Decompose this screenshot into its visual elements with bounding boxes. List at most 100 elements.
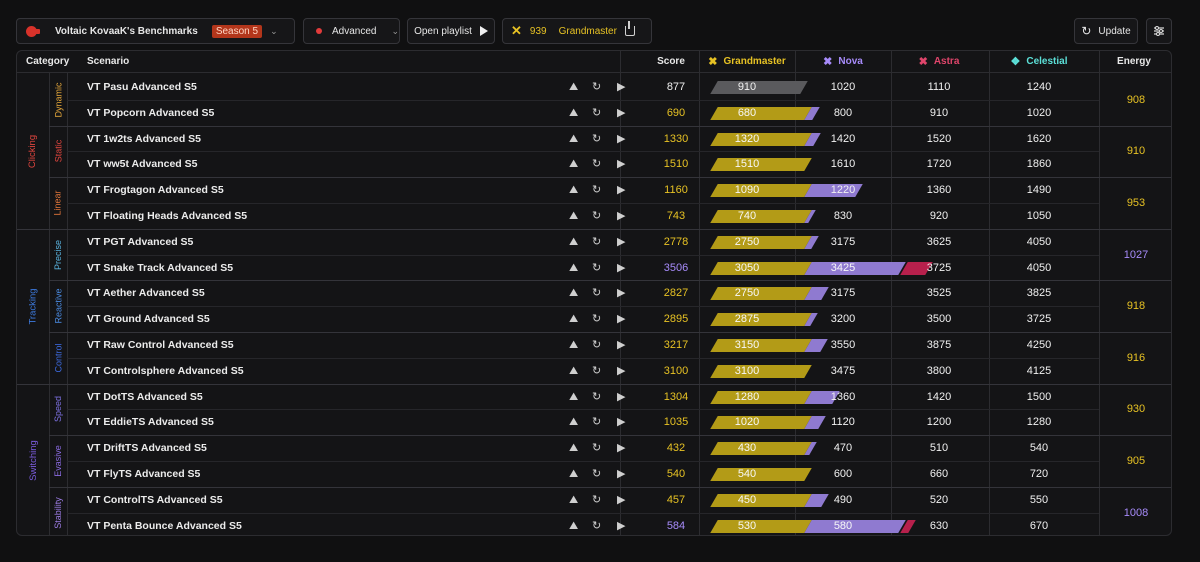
threshold-celestial: 1020 — [1026, 106, 1052, 119]
play-icon[interactable]: ▶ — [617, 261, 626, 274]
play-icon[interactable]: ▶ — [617, 493, 626, 506]
mountain-icon[interactable]: ⛰ — [569, 313, 579, 326]
play-icon[interactable]: ▶ — [617, 313, 626, 326]
rank-summary: ✕ 939 Grandmaster — [502, 18, 652, 44]
settings-button[interactable] — [1146, 18, 1172, 44]
play-icon[interactable]: ▶ — [617, 184, 626, 197]
threshold-astra: 660 — [929, 468, 949, 480]
play-icon[interactable]: ▶ — [617, 519, 626, 532]
mountain-icon[interactable]: ⛰ — [569, 364, 579, 377]
mountain-icon[interactable]: ⛰ — [569, 158, 579, 171]
play-icon[interactable]: ▶ — [617, 364, 626, 377]
score-value: 3100 — [663, 364, 689, 377]
replay-icon[interactable]: ↻ — [592, 313, 602, 326]
update-button[interactable]: ↻ Update — [1074, 18, 1138, 44]
play-icon[interactable]: ▶ — [617, 210, 626, 222]
replay-icon[interactable]: ↻ — [592, 339, 602, 351]
replay-icon[interactable]: ↻ — [592, 235, 602, 248]
mountain-icon[interactable]: ⛰ — [569, 339, 579, 351]
mountain-icon[interactable]: ⛰ — [569, 416, 579, 429]
replay-icon[interactable]: ↻ — [592, 184, 602, 197]
replay-icon[interactable]: ↻ — [592, 468, 602, 480]
play-icon[interactable]: ▶ — [617, 132, 626, 145]
replay-icon[interactable]: ↻ — [592, 132, 602, 145]
benchmark-selector[interactable]: Voltaic KovaaK's Benchmarks Season 5 ⌄ — [16, 18, 295, 44]
mountain-icon[interactable]: ⛰ — [569, 390, 579, 403]
play-icon[interactable]: ▶ — [617, 158, 626, 171]
threshold-astra: 3625 — [926, 235, 952, 248]
mountain-icon[interactable]: ⛰ — [569, 210, 579, 222]
subcategory-precise: Precise — [49, 229, 67, 281]
threshold-celestial: 1860 — [1026, 158, 1052, 171]
open-playlist-button[interactable]: Open playlist — [407, 18, 495, 44]
score-value: 1160 — [664, 184, 688, 197]
replay-icon[interactable]: ↻ — [592, 416, 602, 429]
subcategory-linear: Linear — [49, 177, 67, 229]
threshold-grandmaster: 3050 — [734, 261, 760, 274]
mountain-icon[interactable]: ⛰ — [569, 81, 579, 93]
subcategory-divider — [49, 332, 1171, 333]
grandmaster-divider — [699, 51, 700, 535]
threshold-astra: 520 — [929, 493, 949, 506]
mountain-icon[interactable]: ⛰ — [569, 132, 579, 145]
scenario-name: VT EddieTS Advanced S5 — [87, 416, 214, 429]
rank-header-label: Astra — [933, 56, 960, 67]
table-row: VT Controlsphere Advanced S5 ⛰ ↻ ▶ 3100 3100 3… — [66, 358, 1099, 384]
share-icon[interactable] — [624, 21, 635, 36]
play-icon[interactable]: ▶ — [617, 106, 626, 119]
row-divider — [67, 99, 1099, 101]
difficulty-selector[interactable]: Advanced ⌄ — [303, 18, 400, 44]
replay-icon[interactable]: ↻ — [592, 106, 602, 119]
play-icon[interactable]: ▶ — [617, 442, 626, 455]
mountain-icon[interactable]: ⛰ — [569, 261, 579, 274]
threshold-grandmaster: 450 — [737, 493, 757, 506]
row-divider — [67, 512, 1099, 514]
play-icon[interactable]: ▶ — [617, 339, 626, 351]
mountain-icon[interactable]: ⛰ — [569, 106, 579, 119]
table-row: VT ControlTS Advanced S5 ⛰ ↻ ▶ 457 450 490 520 5… — [66, 487, 1099, 513]
play-icon[interactable]: ▶ — [617, 390, 626, 403]
replay-icon[interactable]: ↻ — [592, 442, 602, 455]
subcategory-control: Control — [49, 332, 67, 384]
mountain-icon[interactable]: ⛰ — [569, 287, 579, 300]
mountain-icon[interactable]: ⛰ — [569, 493, 579, 506]
threshold-celestial: 3725 — [1026, 313, 1052, 326]
replay-icon[interactable]: ↻ — [592, 81, 602, 93]
mountain-icon[interactable]: ⛰ — [569, 235, 579, 248]
replay-icon[interactable]: ↻ — [592, 287, 602, 300]
play-icon[interactable]: ▶ — [617, 287, 626, 300]
mountain-icon[interactable]: ⛰ — [569, 184, 579, 197]
replay-icon[interactable]: ↻ — [592, 364, 602, 377]
play-icon[interactable]: ▶ — [617, 416, 626, 429]
play-icon[interactable]: ▶ — [617, 81, 626, 93]
open-playlist-label: Open playlist — [414, 25, 472, 37]
threshold-celestial: 1620 — [1026, 132, 1052, 145]
threshold-nova: 580 — [833, 519, 853, 532]
scenario-name: VT Raw Control Advanced S5 — [87, 339, 234, 351]
difficulty-label: Advanced — [331, 25, 377, 37]
energy-value: 908 — [1126, 93, 1146, 106]
play-icon[interactable]: ▶ — [617, 235, 626, 248]
mountain-icon[interactable]: ⛰ — [569, 468, 579, 480]
rank-header-astra: ✖ Astra — [891, 51, 987, 73]
replay-icon[interactable]: ↻ — [592, 261, 602, 274]
play-icon[interactable]: ▶ — [617, 468, 626, 480]
update-label: Update — [1098, 25, 1131, 37]
score-value: 1510 — [663, 158, 689, 171]
replay-icon[interactable]: ↻ — [592, 390, 602, 403]
replay-icon[interactable]: ↻ — [592, 519, 602, 532]
replay-icon[interactable]: ↻ — [592, 158, 602, 171]
scenario-name: VT Ground Advanced S5 — [87, 313, 210, 326]
replay-icon[interactable]: ↻ — [592, 493, 602, 506]
subcategory-label: Stability — [53, 496, 64, 529]
mountain-icon[interactable]: ⛰ — [569, 442, 579, 455]
scenario-divider — [67, 73, 68, 535]
energy-header: Energy — [1117, 56, 1151, 67]
threshold-celestial: 1490 — [1026, 184, 1052, 197]
table-row: VT Penta Bounce Advanced S5 ⛰ ↻ ▶ 584 530 580 6… — [66, 513, 1099, 535]
replay-icon[interactable]: ↻ — [592, 210, 602, 222]
threshold-grandmaster: 1280 — [734, 390, 760, 403]
category-header: Category — [26, 56, 70, 67]
subcategory-dynamic: Dynamic — [49, 74, 67, 126]
mountain-icon[interactable]: ⛰ — [569, 519, 579, 532]
